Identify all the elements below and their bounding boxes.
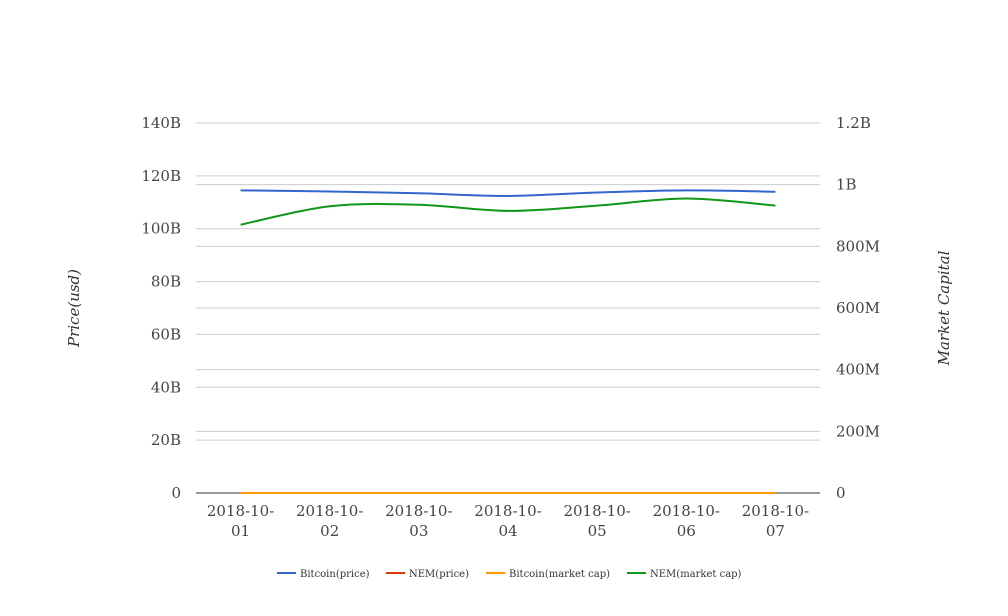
y-right-tick-label: 800M — [836, 237, 880, 255]
x-tick-label: 2018-10-05 — [563, 502, 630, 540]
x-tick-label: 2018-10-07 — [742, 502, 809, 540]
y-left-tick-label: 40B — [151, 378, 181, 396]
y-axis-right-title: Market Capital — [935, 250, 953, 366]
legend: Bitcoin(price) NEM(price) Bitcoin(market c… — [277, 569, 742, 580]
x-tick-label: 2018-10-04 — [474, 502, 541, 540]
y-right-tick-label: 1B — [836, 176, 857, 194]
series-lines — [240, 189, 776, 495]
y-right-tick-label: 400M — [836, 361, 880, 379]
y-right-tick-label: 200M — [836, 422, 880, 440]
right-axis: 0 200M 400M 600M 800M 1B 1.2B — [836, 114, 880, 502]
y-left-tick-label: 20B — [151, 431, 181, 449]
grid — [196, 122, 820, 441]
legend-label-nem-price: NEM(price) — [409, 569, 469, 580]
x-tick-label: 2018-10-03 — [385, 502, 452, 540]
x-tick-label: 2018-10-06 — [653, 502, 720, 540]
y-right-tick-label: 600M — [836, 299, 880, 317]
series-line-nem-market-cap — [240, 197, 776, 226]
y-left-tick-label: 120B — [141, 167, 181, 185]
series-line-bitcoin-price — [240, 189, 776, 197]
y-left-tick-label: 60B — [151, 325, 181, 343]
x-tick-label: 2018-10-01 — [207, 502, 274, 540]
x-axis: 2018-10-01 2018-10-02 2018-10-03 2018-10-04… — [207, 502, 809, 540]
x-tick-label: 2018-10-02 — [296, 502, 363, 540]
legend-label-bitcoin-market-cap: Bitcoin(market cap) — [509, 569, 610, 580]
y-right-tick-label: 0 — [836, 484, 846, 502]
y-right-tick-label: 1.2B — [836, 114, 871, 132]
y-left-tick-label: 0 — [171, 484, 181, 502]
y-left-tick-label: 80B — [151, 273, 181, 291]
legend-label-nem-market-cap: NEM(market cap) — [650, 569, 742, 580]
y-left-tick-label: 100B — [141, 220, 181, 238]
left-axis: 0 20B 40B 60B 80B 100B 120B 140B — [141, 114, 181, 502]
y-axis-left-title: Price(usd) — [65, 269, 83, 348]
y-left-tick-label: 140B — [141, 114, 181, 132]
legend-label-bitcoin-price: Bitcoin(price) — [300, 569, 370, 580]
